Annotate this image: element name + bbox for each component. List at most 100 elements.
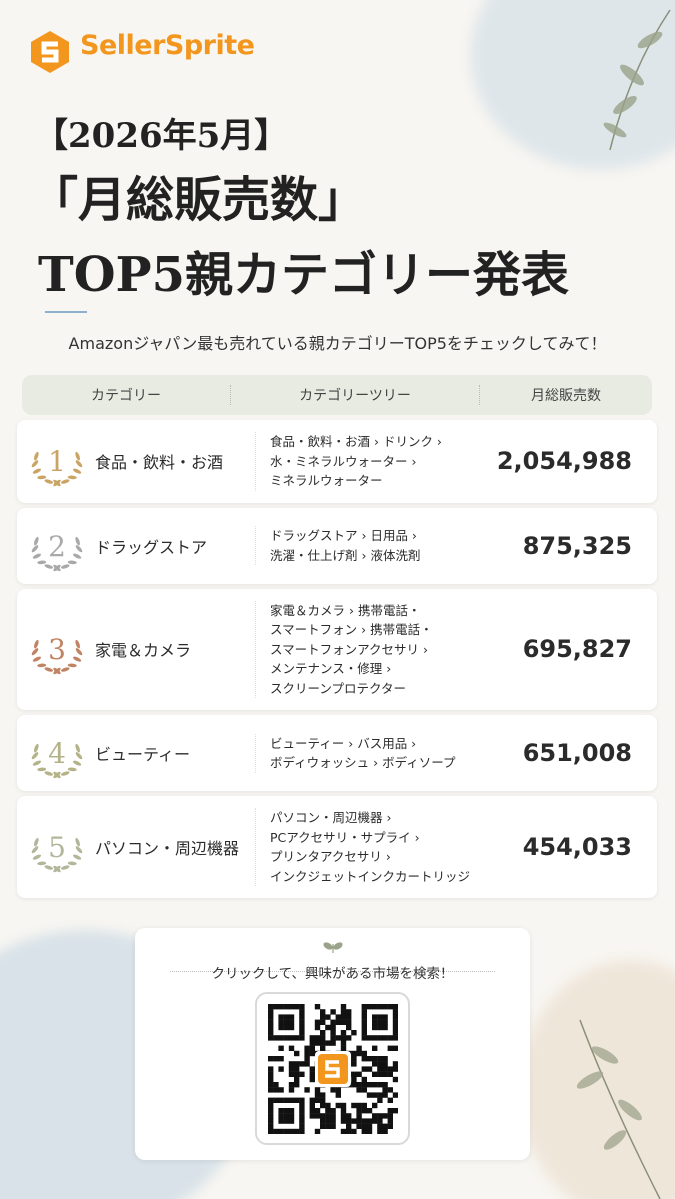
leaf-icon: [323, 942, 343, 953]
laurel-leaf: [32, 854, 42, 860]
qr-module: [325, 1118, 331, 1124]
qr-module: [330, 1040, 336, 1046]
qr-module: [377, 1113, 383, 1119]
laurel-leaf: [44, 479, 54, 484]
leaf-decoration: [603, 9, 671, 151]
laurel-leaf: [60, 865, 70, 870]
qr-module: [299, 1061, 305, 1067]
laurel-leaf: [72, 468, 82, 474]
qr-module: [361, 1035, 367, 1041]
qr-module: [340, 1113, 347, 1119]
qr-module: [288, 1097, 295, 1103]
qr-module: [288, 1024, 295, 1031]
qr-module: [377, 1035, 383, 1041]
qr-module: [372, 1113, 378, 1119]
qr-module: [320, 1014, 326, 1020]
cta-card: クリックして、興味がある市場を検索！: [135, 928, 530, 1160]
laurel-leaf: [53, 771, 61, 779]
qr-module: [320, 1092, 326, 1098]
qr-module: [356, 1102, 362, 1109]
qr-module: [372, 1056, 378, 1062]
qr-module: [320, 1102, 326, 1109]
tree-line: プリンタアクセサリ ›: [270, 849, 391, 864]
category: 食品・飲料・お酒: [95, 453, 224, 473]
qr-module: [304, 1087, 310, 1093]
qr-module: [372, 1061, 378, 1067]
qr-module: [356, 1082, 362, 1088]
qr-module: [361, 1009, 367, 1015]
qr-module: [299, 1009, 305, 1015]
qr-module: [299, 1118, 305, 1124]
qr-module: [309, 1045, 315, 1051]
rank-badge: 1: [31, 445, 83, 487]
qr-module: [361, 1087, 367, 1093]
qr-module: [299, 1123, 305, 1129]
category: パソコン・周辺機器: [95, 839, 240, 858]
qr-module: [273, 1082, 279, 1088]
column-header: カテゴリー: [91, 388, 161, 404]
laurel-leaf: [31, 460, 39, 468]
qr-module: [320, 1045, 326, 1051]
qr-module: [372, 1045, 378, 1051]
laurel-leaf: [75, 460, 83, 468]
qr-module: [309, 1050, 315, 1057]
qr-module: [351, 1030, 357, 1036]
qr-module: [320, 1113, 326, 1119]
qr-module: [294, 1050, 300, 1057]
qr-module: [309, 1102, 315, 1109]
qr-module: [330, 1009, 336, 1015]
qr-module: [361, 1102, 367, 1109]
qr-module: [309, 1040, 315, 1046]
qr-module: [278, 1014, 284, 1020]
qr-module: [372, 1035, 378, 1041]
qr-module: [299, 1004, 305, 1010]
qr-module: [392, 1019, 398, 1025]
qr-module: [340, 1019, 347, 1025]
qr-module: [268, 1118, 274, 1124]
tree-line: 洗濯・仕上げ剤 › 液体洗剤: [270, 547, 421, 563]
qr-module: [392, 1009, 398, 1015]
qr-module: [330, 1087, 336, 1093]
qr-module: [304, 1045, 310, 1051]
laurel-leaf: [44, 667, 54, 672]
qr-module: [361, 1004, 367, 1010]
qr-module: [340, 1014, 347, 1020]
qr-module: [361, 1019, 367, 1025]
qr-module: [356, 1071, 362, 1077]
qr-module: [335, 1014, 341, 1020]
qr-module: [268, 1123, 274, 1129]
sales: 651,008: [522, 739, 632, 767]
qr-module: [377, 1014, 383, 1020]
qr-module: [268, 1009, 274, 1015]
qr-logo-mark: [325, 1060, 340, 1078]
qr-module: [351, 1076, 357, 1083]
qr-module: [268, 1024, 274, 1031]
laurel-leaf: [31, 648, 39, 656]
qr-code[interactable]: [255, 992, 410, 1145]
tree-line: ボディウォッシュ › ボディソープ: [270, 755, 456, 770]
laurel-leaf: [32, 553, 42, 559]
laurel-leaf: [75, 640, 80, 649]
qr-module: [377, 1071, 383, 1077]
qr-module: [283, 1035, 289, 1041]
qr-module: [309, 1113, 315, 1119]
divider: [170, 971, 495, 972]
qr-module: [320, 1030, 326, 1036]
qr-pattern[interactable]: [268, 1004, 398, 1134]
title-line: 「月総販売数」: [30, 172, 367, 228]
qr-module: [314, 1108, 321, 1114]
tree-line: ビューティー › バス用品 ›: [270, 735, 417, 751]
qr-module: [268, 1014, 274, 1020]
qr-module: [346, 1113, 352, 1119]
laurel-leaf: [67, 475, 77, 480]
rank: 3: [48, 633, 66, 666]
qr-module: [288, 1045, 295, 1051]
qr-module: [382, 1128, 388, 1134]
qr-module: [283, 1113, 289, 1119]
qr-module: [288, 1071, 295, 1077]
table-row: 3 家電＆カメラ 家電＆カメラ › 携帯電話・ スマートフォン › 携帯電話・ スマート…: [17, 588, 657, 710]
laurel-leaf: [53, 564, 61, 571]
qr-module: [299, 1097, 305, 1103]
qr-module: [268, 1113, 274, 1119]
